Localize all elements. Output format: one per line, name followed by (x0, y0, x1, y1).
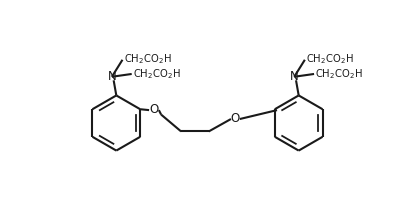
Text: N: N (290, 70, 299, 83)
Text: N: N (107, 70, 116, 83)
Text: $\mathregular{CH_2CO_2H}$: $\mathregular{CH_2CO_2H}$ (315, 68, 363, 81)
Text: O: O (231, 112, 240, 125)
Text: $\mathregular{CH_2CO_2H}$: $\mathregular{CH_2CO_2H}$ (306, 53, 354, 66)
Text: $\mathregular{CH_2CO_2H}$: $\mathregular{CH_2CO_2H}$ (133, 68, 181, 81)
Text: $\mathregular{CH_2CO_2H}$: $\mathregular{CH_2CO_2H}$ (124, 53, 171, 66)
Text: O: O (149, 103, 158, 116)
